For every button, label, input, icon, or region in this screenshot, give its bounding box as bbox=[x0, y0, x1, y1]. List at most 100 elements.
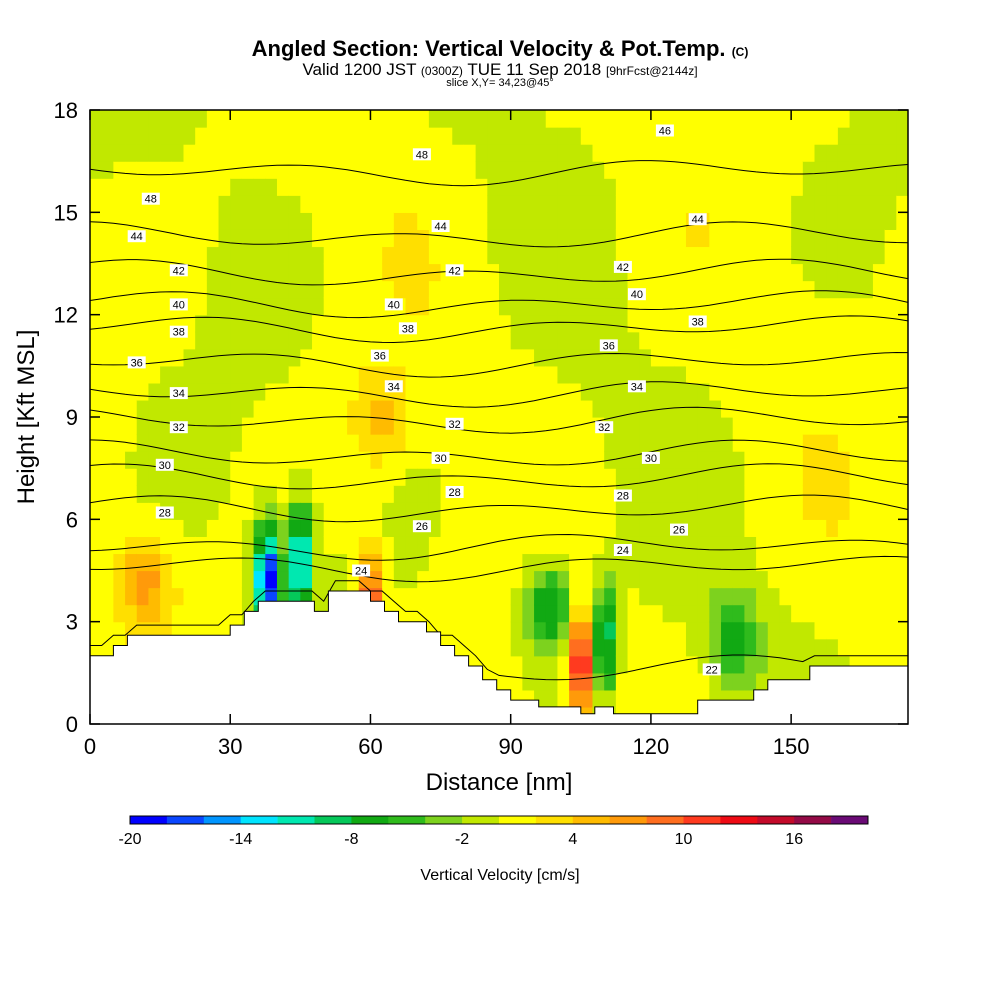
velocity-cell bbox=[580, 144, 594, 162]
velocity-cell bbox=[452, 212, 465, 230]
velocity-cell bbox=[499, 144, 512, 162]
velocity-cell bbox=[300, 468, 313, 486]
velocity-cell bbox=[884, 246, 897, 265]
velocity-cell bbox=[662, 212, 675, 230]
velocity-cell bbox=[721, 672, 734, 691]
velocity-cell bbox=[534, 382, 547, 401]
velocity-cell bbox=[487, 655, 500, 674]
colorbar-swatch bbox=[462, 816, 500, 824]
velocity-cell bbox=[604, 144, 617, 162]
velocity-cell bbox=[323, 212, 336, 230]
velocity-cell bbox=[510, 655, 523, 674]
velocity-cell bbox=[557, 638, 570, 657]
velocity-cell bbox=[826, 280, 839, 299]
velocity-cell bbox=[662, 587, 675, 606]
velocity-cell bbox=[335, 161, 348, 179]
velocity-cell bbox=[732, 451, 745, 469]
velocity-cell bbox=[405, 348, 418, 367]
velocity-cell bbox=[393, 144, 407, 162]
velocity-cell bbox=[230, 280, 243, 299]
velocity-cell bbox=[896, 382, 908, 401]
theta-contour-line bbox=[90, 315, 908, 344]
contour-label-bg bbox=[599, 339, 618, 352]
velocity-cell bbox=[639, 178, 652, 196]
velocity-cell bbox=[756, 468, 769, 486]
velocity-cell bbox=[148, 519, 161, 537]
velocity-cell bbox=[721, 417, 734, 435]
velocity-cell bbox=[685, 144, 699, 162]
velocity-cell bbox=[312, 280, 325, 299]
velocity-cell bbox=[136, 570, 150, 589]
velocity-cell bbox=[405, 553, 418, 572]
velocity-cell bbox=[779, 365, 792, 384]
contour-label: 34 bbox=[173, 388, 185, 400]
velocity-cell bbox=[358, 331, 372, 350]
velocity-cell bbox=[241, 365, 255, 384]
velocity-cell bbox=[615, 434, 629, 452]
velocity-cell bbox=[405, 297, 418, 316]
velocity-cell bbox=[592, 314, 605, 333]
y-tick-label: 15 bbox=[54, 200, 78, 225]
velocity-cell bbox=[814, 502, 827, 520]
velocity-cell bbox=[709, 434, 722, 452]
velocity-cell bbox=[674, 195, 687, 213]
velocity-cell bbox=[639, 485, 652, 503]
velocity-cell bbox=[884, 399, 897, 418]
velocity-cell bbox=[650, 263, 664, 282]
velocity-cell bbox=[300, 536, 313, 555]
contour-label: 34 bbox=[388, 381, 400, 393]
velocity-cell bbox=[160, 127, 173, 145]
velocity-cell bbox=[802, 553, 816, 572]
velocity-cell bbox=[580, 519, 594, 537]
velocity-cell bbox=[136, 417, 150, 435]
velocity-cell bbox=[756, 451, 769, 469]
velocity-cell bbox=[183, 110, 196, 128]
contour-label: 38 bbox=[402, 323, 414, 335]
velocity-cell bbox=[323, 451, 336, 469]
velocity-cell bbox=[650, 161, 664, 179]
velocity-cell bbox=[522, 655, 535, 674]
velocity-cell bbox=[569, 570, 582, 589]
velocity-cell bbox=[417, 297, 430, 316]
velocity-cell bbox=[685, 689, 699, 708]
velocity-cell bbox=[744, 314, 757, 333]
velocity-cell bbox=[347, 536, 360, 555]
velocity-cell bbox=[802, 399, 816, 418]
velocity-cell bbox=[837, 365, 851, 384]
velocity-cell bbox=[592, 280, 605, 299]
velocity-cell bbox=[662, 297, 675, 316]
velocity-cell bbox=[744, 570, 757, 589]
velocity-cell bbox=[230, 553, 243, 572]
velocity-cell bbox=[499, 485, 512, 503]
velocity-cell bbox=[148, 553, 161, 572]
velocity-cell bbox=[826, 434, 839, 452]
velocity-cell bbox=[428, 161, 442, 179]
velocity-cell bbox=[171, 144, 185, 162]
velocity-cell bbox=[814, 331, 827, 350]
velocity-cell bbox=[756, 553, 769, 572]
velocity-cell bbox=[393, 178, 407, 196]
velocity-cell bbox=[627, 127, 640, 145]
velocity-cell bbox=[370, 229, 383, 248]
velocity-cell bbox=[861, 127, 874, 145]
velocity-cell bbox=[417, 587, 430, 606]
velocity-cell bbox=[861, 638, 874, 657]
velocity-cell bbox=[125, 212, 138, 230]
velocity-cell bbox=[837, 519, 851, 537]
velocity-cell bbox=[534, 485, 547, 503]
velocity-cell bbox=[756, 382, 769, 401]
velocity-cell bbox=[662, 468, 675, 486]
velocity-cell bbox=[463, 399, 477, 418]
velocity-cell bbox=[580, 127, 594, 145]
velocity-cell bbox=[522, 485, 535, 503]
velocity-cell bbox=[650, 638, 664, 657]
velocity-cell bbox=[90, 212, 103, 230]
velocity-cell bbox=[90, 451, 103, 469]
velocity-cell bbox=[452, 195, 465, 213]
velocity-cell bbox=[849, 110, 862, 128]
velocity-cell bbox=[405, 382, 418, 401]
velocity-cell bbox=[709, 263, 722, 282]
velocity-cell bbox=[113, 621, 126, 640]
velocity-cell bbox=[896, 127, 908, 145]
velocity-cell bbox=[802, 127, 816, 145]
